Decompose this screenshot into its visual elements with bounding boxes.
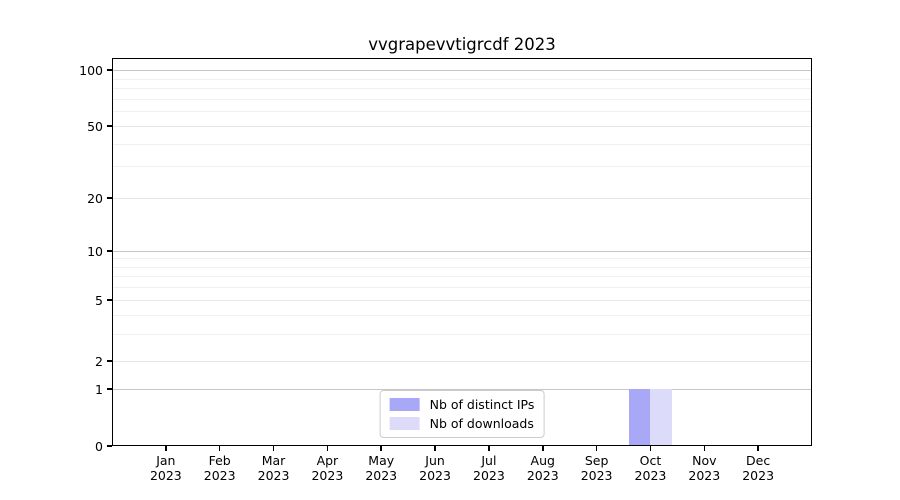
x-tick-mark bbox=[649, 446, 652, 451]
legend: Nb of distinct IPs Nb of downloads bbox=[379, 390, 545, 438]
x-tick-mark bbox=[595, 446, 598, 451]
major-gridline bbox=[112, 126, 812, 127]
legend-label-distinct-ips: Nb of distinct IPs bbox=[429, 397, 535, 412]
x-tick-label: Jan 2023 bbox=[136, 453, 196, 483]
x-tick-label-line: 2023 bbox=[311, 467, 344, 483]
x-tick-label-line: Jun bbox=[425, 453, 445, 468]
y-tick-label: 20 bbox=[87, 190, 103, 206]
x-tick-label-line: 2023 bbox=[365, 467, 398, 483]
bar bbox=[650, 389, 672, 446]
y-tick-label: 0 bbox=[95, 438, 103, 454]
major-gridline bbox=[112, 70, 812, 71]
y-tick-label: 100 bbox=[79, 62, 103, 78]
x-tick-label: Feb 2023 bbox=[190, 453, 250, 483]
x-tick-label: Mar 2023 bbox=[244, 453, 304, 483]
x-tick-label: Jun 2023 bbox=[405, 453, 465, 483]
plot-area bbox=[112, 58, 812, 446]
minor-gridline bbox=[112, 111, 812, 113]
x-tick-label: Aug 2023 bbox=[513, 453, 573, 483]
x-tick-label-line: 2023 bbox=[634, 467, 667, 483]
x-tick-label-line: Nov bbox=[692, 453, 717, 468]
x-tick-label-line: Oct bbox=[639, 453, 662, 468]
x-tick-label-line: Mar bbox=[261, 453, 286, 468]
x-tick-mark bbox=[757, 446, 759, 451]
minor-gridline bbox=[112, 266, 812, 268]
x-tick-label: Sep 2023 bbox=[567, 453, 627, 483]
minor-gridline bbox=[112, 78, 812, 80]
x-tick-label-line: 2023 bbox=[742, 467, 775, 483]
y-tick-label: 1 bbox=[95, 381, 103, 397]
minor-gridline bbox=[112, 98, 812, 100]
x-tick-label: Oct 2023 bbox=[620, 453, 680, 483]
x-tick-label: Nov 2023 bbox=[674, 453, 734, 483]
y-tick-label: 5 bbox=[95, 292, 103, 308]
minor-gridline bbox=[112, 166, 812, 168]
legend-item-downloads: Nb of downloads bbox=[389, 416, 535, 431]
legend-swatch-distinct-ips-icon bbox=[389, 398, 420, 411]
x-tick-label-line: 2023 bbox=[419, 467, 451, 483]
y-tick-label: 10 bbox=[87, 243, 103, 259]
legend-item-distinct-ips: Nb of distinct IPs bbox=[389, 397, 535, 412]
x-tick-mark bbox=[272, 446, 275, 451]
minor-gridline bbox=[112, 287, 812, 289]
y-tick-label: 50 bbox=[87, 118, 103, 134]
major-gridline bbox=[112, 300, 812, 301]
x-tick-mark bbox=[218, 446, 221, 451]
minor-gridline bbox=[112, 314, 812, 316]
x-tick-label-line: 2023 bbox=[149, 467, 182, 483]
x-tick-mark bbox=[541, 446, 544, 451]
y-tick-label: 2 bbox=[95, 353, 103, 369]
minor-gridline bbox=[112, 88, 812, 90]
legend-swatch-downloads-icon bbox=[389, 417, 420, 430]
x-tick-label-line: 2023 bbox=[526, 467, 559, 483]
x-tick-label: Apr 2023 bbox=[297, 453, 357, 483]
x-tick-label-line: 2023 bbox=[473, 467, 505, 483]
x-tick-label-line: Aug bbox=[530, 453, 555, 468]
x-tick-label-line: Apr bbox=[316, 453, 339, 468]
x-tick-label-line: 2023 bbox=[257, 467, 290, 483]
x-tick-mark bbox=[488, 446, 490, 451]
x-tick-label-line: 2023 bbox=[203, 467, 236, 483]
x-tick-label-line: Feb bbox=[208, 453, 231, 468]
x-tick-mark bbox=[380, 446, 383, 451]
x-tick-mark bbox=[326, 446, 329, 451]
minor-gridline bbox=[112, 276, 812, 278]
x-tick-label-line: May bbox=[368, 453, 395, 468]
x-tick-label-line: Jul bbox=[481, 453, 497, 468]
major-gridline bbox=[112, 361, 812, 362]
major-gridline bbox=[112, 251, 812, 252]
x-tick-label: May 2023 bbox=[351, 453, 411, 483]
minor-gridline bbox=[112, 334, 812, 335]
x-tick-label-line: 2023 bbox=[580, 467, 613, 483]
major-gridline bbox=[112, 198, 812, 199]
x-tick-label: Jul 2023 bbox=[459, 453, 519, 483]
x-tick-label-line: 2023 bbox=[688, 467, 721, 483]
minor-gridline bbox=[112, 258, 812, 260]
legend-label-downloads: Nb of downloads bbox=[429, 416, 534, 431]
x-tick-label-line: Jan bbox=[156, 453, 176, 468]
bar bbox=[628, 389, 651, 446]
major-gridline bbox=[112, 389, 812, 390]
x-tick-label-line: Dec bbox=[746, 453, 771, 468]
x-tick-label: Dec 2023 bbox=[728, 453, 788, 483]
minor-gridline bbox=[112, 143, 812, 145]
x-tick-label-line: Sep bbox=[584, 453, 609, 468]
x-tick-mark bbox=[434, 446, 436, 451]
chart-title: vvgrapevvtigrcdf 2023 bbox=[368, 35, 556, 54]
x-tick-mark bbox=[703, 446, 706, 451]
x-tick-mark bbox=[165, 446, 167, 451]
